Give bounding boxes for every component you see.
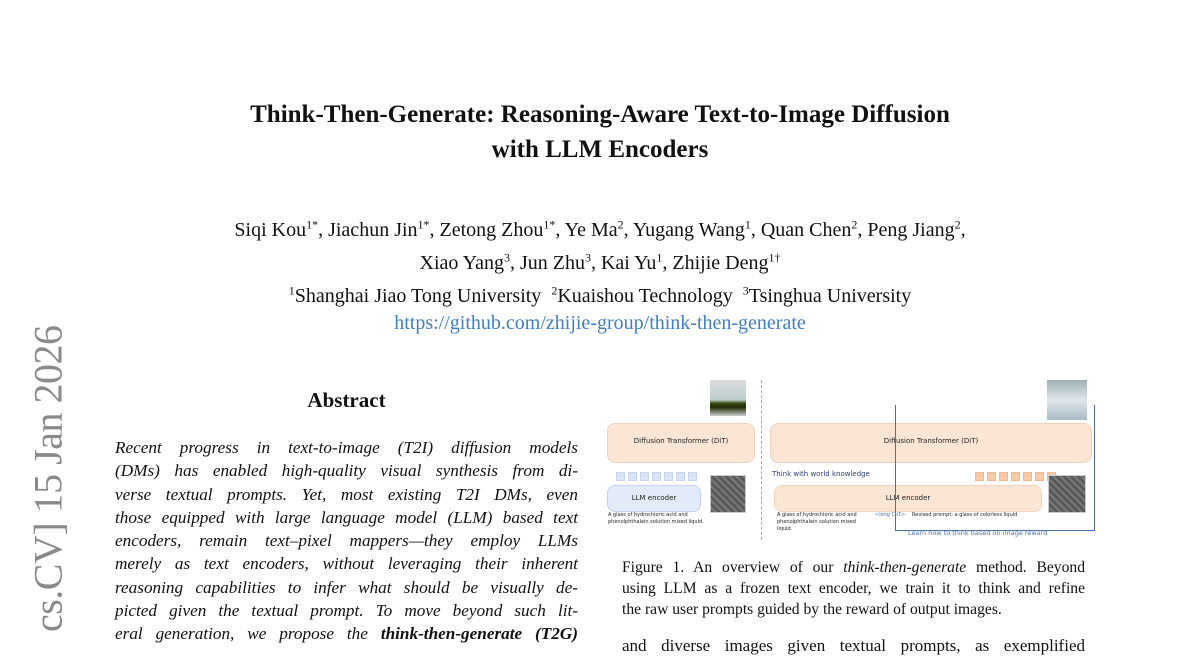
dit-box-right: Diffusion Transformer (DiT) [770, 423, 1092, 463]
body-text: and diverse images given textual prompts… [622, 636, 1085, 655]
authors-line-1: Siqi Kou1*, Jiachun Jin1*, Zetong Zhou1*… [234, 217, 966, 241]
token [616, 472, 625, 481]
title-line-1: Think-Then-Generate: Reasoning-Aware Tex… [250, 101, 950, 128]
cot-tag: <long CoT> [875, 512, 906, 518]
abstract-line: those equipped with large language model… [115, 507, 578, 527]
divider-dashed [761, 380, 762, 540]
figure-caption: Figure 1. An overview of our think-then-… [622, 557, 1085, 620]
author: Xiao Yang3 [419, 250, 510, 274]
prompt-right: A glass of hydrochloric acid and phenolp… [777, 512, 857, 532]
abstract-line: merely as text encoders, without leverag… [115, 554, 578, 574]
token [652, 472, 661, 481]
author: Quan Chen2 [760, 217, 858, 241]
affiliations: 1Shanghai Jiao Tong University 2Kuaishou… [0, 277, 1200, 310]
token [987, 472, 996, 481]
token [628, 472, 637, 481]
author-block: Siqi Kou1*, Jiachun Jin1*, Zetong Zhou1*… [0, 211, 1200, 338]
abstract-line: Recent progress in text-to-image (T2I) d… [115, 438, 578, 457]
author: Zetong Zhou1* [439, 217, 556, 241]
affiliation: 2Kuaishou Technology [551, 283, 733, 307]
abstract-line: (DMs) has enabled high-quality visual sy… [115, 461, 578, 481]
caption-line: the raw user prompts guided by the rewar… [622, 601, 1002, 618]
title-line-2: with LLM Encoders [491, 136, 709, 163]
method-name: think-then-generate (T2G) [380, 624, 578, 644]
author: Yugang Wang1 [632, 217, 751, 241]
token [664, 472, 673, 481]
prompt-left: A glass of hydrochloric acid and phenolp… [608, 512, 704, 525]
author: Kai Yu1 [600, 250, 663, 274]
revised-prompt: Revised prompt: a glass of colorless liq… [912, 512, 1018, 518]
paper-title: Think-Then-Generate: Reasoning-Aware Tex… [0, 97, 1200, 167]
token [640, 472, 649, 481]
author: Siqi Kou1* [234, 217, 319, 241]
abstract-line: eral generation, we propose the think-th… [115, 624, 578, 644]
token [1035, 472, 1044, 481]
author: Zhijie Deng1† [672, 250, 781, 274]
abstract-line: reasoning capabilities to infer what sho… [115, 577, 578, 597]
github-link[interactable]: https://github.com/zhijie-group/think-th… [394, 312, 806, 335]
token [999, 472, 1008, 481]
token [975, 472, 984, 481]
llm-label: LLM encoder [631, 494, 677, 502]
abstract-heading: Abstract [307, 388, 386, 412]
reward-label: Learn how to think based on image reward [908, 529, 1048, 537]
authors-line-2: Xiao Yang3, Jun Zhu3, Kai Yu1, Zhijie De… [419, 250, 781, 274]
reward-arrow [895, 405, 1095, 531]
token [688, 472, 697, 481]
caption-method-name: think-then-generate [843, 559, 967, 576]
dit-label: Diffusion Transformer (DiT) [883, 437, 979, 445]
token [1011, 472, 1020, 481]
affiliation: 1Shanghai Jiao Tong University [288, 283, 542, 307]
output-image-left [710, 380, 746, 416]
token [676, 472, 685, 481]
abstract-line: picted given the textual prompt. To move… [115, 601, 578, 621]
llm-encoder-trainable: LLM encoder [774, 485, 1042, 512]
author: Peng Jiang2 [867, 217, 961, 241]
abstract-line: encoders, remain text–pixel mappers—they… [115, 531, 578, 551]
abstract-line: verse textual prompts. Yet, most existin… [115, 484, 578, 504]
llm-encoder-frozen: LLM encoder [607, 485, 701, 512]
caption-line: using LLM as a frozen text encoder, we t… [622, 580, 1085, 597]
token [1023, 472, 1032, 481]
figure-1: Diffusion Transformer (DiT) Diffusion Tr… [600, 375, 1100, 545]
llm-label: LLM encoder [885, 494, 931, 502]
dit-label: Diffusion Transformer (DiT) [633, 437, 729, 445]
abstract-text: Recent progress in text-to-image (T2I) d… [115, 436, 578, 646]
author: Jiachun Jin1* [328, 217, 430, 241]
caption-text: Figure 1. An overview of our [622, 559, 844, 576]
affiliation: 3Tsinghua University [742, 283, 912, 307]
dit-box-left: Diffusion Transformer (DiT) [607, 423, 755, 463]
arxiv-sidebar-id: cs.CV] 15 Jan 2026 [25, 325, 71, 633]
think-label: Think with world knowledge [772, 470, 870, 478]
author: Ye Ma2 [564, 217, 624, 241]
noise-image-right [1048, 475, 1086, 513]
output-image-right [1047, 380, 1087, 420]
noise-image-left [710, 475, 746, 513]
caption-text: method. Beyond [966, 559, 1085, 576]
author: Jun Zhu3 [519, 250, 591, 274]
